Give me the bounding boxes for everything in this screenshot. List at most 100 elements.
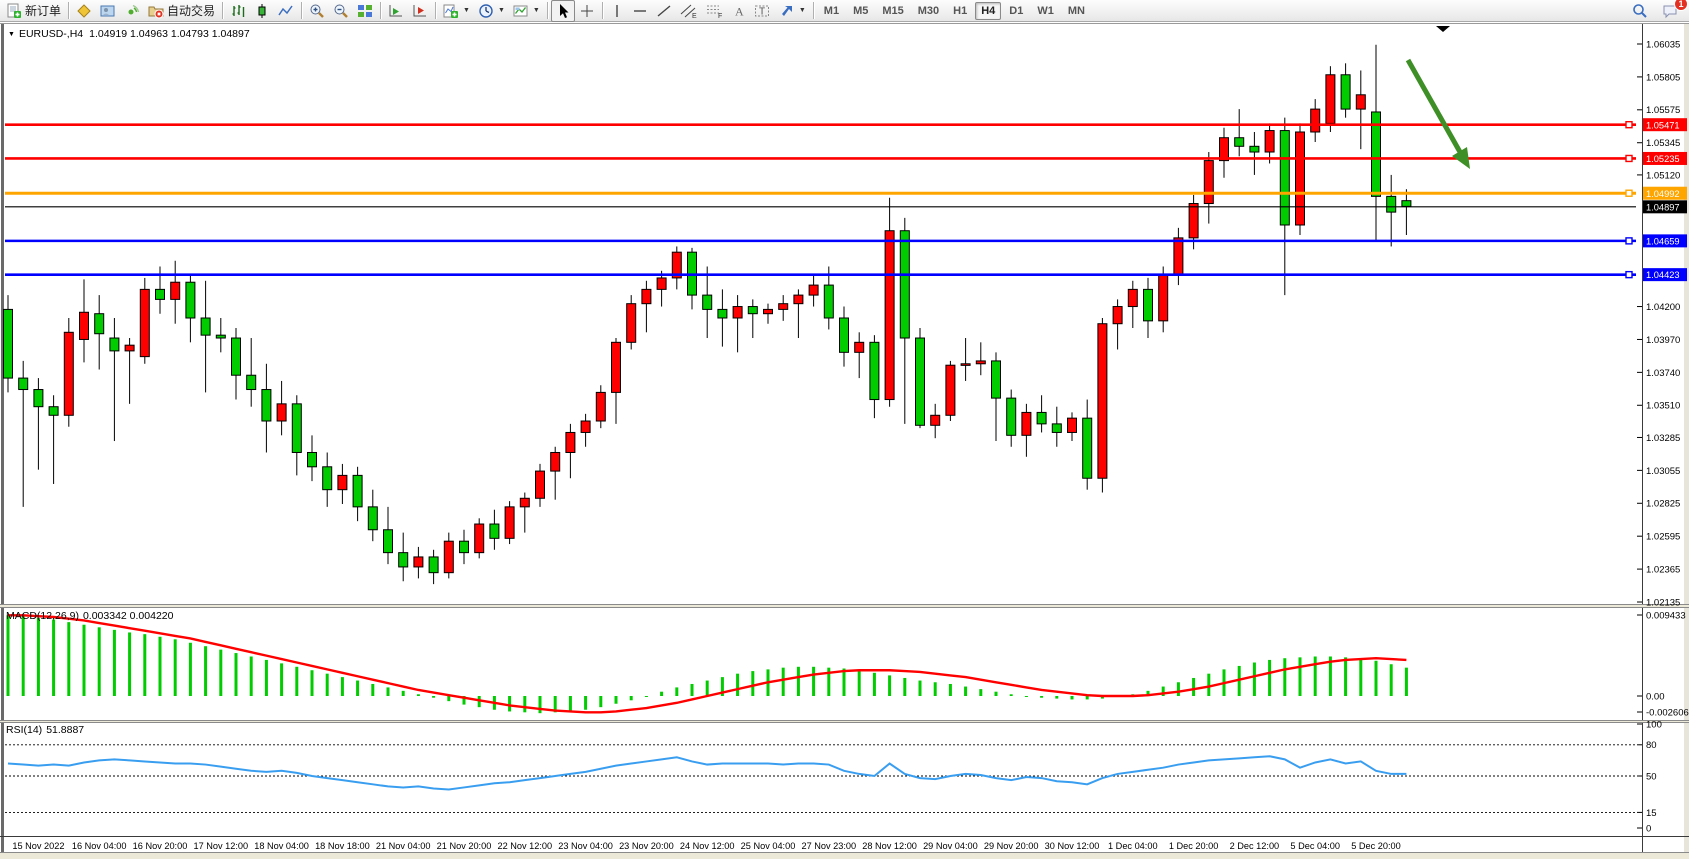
svg-text:1.05345: 1.05345 — [1646, 138, 1680, 149]
macd-pane[interactable]: 0.009433 0.00 -0.002606 — [6, 610, 1689, 718]
templates-icon — [513, 5, 528, 16]
new-order-button[interactable]: 新订单 — [2, 0, 65, 22]
rsi-pane[interactable]: 100 80 50 15 0 — [5, 719, 1662, 834]
timeframe-mn-button[interactable]: MN — [1067, 4, 1085, 17]
trend-arrow-annotation[interactable] — [1405, 58, 1470, 169]
zoom-in-button[interactable] — [305, 0, 329, 22]
main-chart-canvas[interactable] — [3, 44, 1412, 585]
price-line-label — [1643, 234, 1687, 248]
notifications-button[interactable]: 1 — [1658, 0, 1688, 22]
market-watch-button[interactable] — [72, 0, 96, 22]
vertical-line-button[interactable] — [606, 0, 628, 22]
chart-shift-marker — [1436, 26, 1450, 32]
candlestick-button[interactable] — [250, 0, 274, 22]
svg-text:1.02595: 1.02595 — [1646, 532, 1680, 543]
svg-text:28 Nov 12:00: 28 Nov 12:00 — [862, 841, 917, 851]
chart-area[interactable]: 1.06035 1.05805 1.05575 1.05345 1.05120 1.042… — [0, 23, 1689, 859]
new-order-icon — [7, 3, 21, 18]
price-line-label — [1643, 118, 1687, 132]
timeframe-m15-button[interactable]: M15 — [882, 4, 904, 17]
svg-text:1.02825: 1.02825 — [1646, 499, 1680, 510]
dropdown-caret-icon: ▼ — [497, 7, 505, 14]
text-icon: A — [735, 4, 744, 18]
toolbar-separator — [601, 2, 603, 19]
search-icon — [1633, 3, 1647, 18]
tile-windows-button[interactable] — [353, 0, 377, 22]
toolbar-separator — [68, 2, 70, 19]
svg-text:0.009433: 0.009433 — [1646, 610, 1686, 621]
timeframe-w1-button[interactable]: W1 — [1037, 4, 1054, 17]
data-window-button[interactable] — [96, 0, 120, 22]
new-order-label: 新订单 — [25, 4, 62, 18]
svg-text:15: 15 — [1646, 808, 1657, 819]
bar-chart-icon — [232, 4, 245, 17]
timeframe-m1-button[interactable]: M1 — [823, 4, 840, 17]
signals-button[interactable] — [120, 0, 144, 22]
svg-text:23 Nov 20:00: 23 Nov 20:00 — [619, 841, 674, 851]
data-window-icon — [100, 5, 115, 16]
price-axis[interactable]: 1.06035 1.05805 1.05575 1.05345 1.05120 1.042… — [1637, 39, 1687, 608]
svg-text:1.04659: 1.04659 — [1646, 236, 1680, 246]
time-axis[interactable]: 15 Nov 2022 16 Nov 04:00 16 Nov 20:00 17 No… — [12, 841, 1400, 851]
auto-trading-button[interactable]: 自动交易 — [144, 0, 219, 22]
svg-text:1.04423: 1.04423 — [1646, 270, 1680, 280]
auto-trading-label: 自动交易 — [167, 4, 216, 18]
zoom-out-button[interactable] — [329, 0, 353, 22]
equidistant-channel-button[interactable]: E — [676, 0, 702, 22]
arrows-tool-button[interactable]: ▼ — [775, 0, 810, 22]
templates-button[interactable]: ▼ — [509, 0, 544, 22]
cursor-button[interactable] — [550, 0, 575, 22]
macd-signal-line — [8, 614, 1407, 714]
fibonacci-button[interactable]: F — [702, 0, 728, 22]
price-line-label — [1643, 200, 1687, 214]
svg-text:18 Nov 18:00: 18 Nov 18:00 — [315, 841, 370, 851]
timeframe-h4-button[interactable]: H4 — [975, 1, 1002, 20]
trendline-button[interactable] — [652, 0, 676, 22]
bar-chart-button[interactable] — [226, 0, 250, 22]
svg-text:1.05120: 1.05120 — [1646, 170, 1680, 181]
auto-scroll-icon — [389, 4, 403, 16]
toolbar-separator — [546, 2, 548, 19]
horizontal-line-button[interactable] — [628, 0, 652, 22]
timeframe-d1-button[interactable]: D1 — [1009, 4, 1024, 17]
svg-text:1.03285: 1.03285 — [1646, 433, 1680, 444]
svg-text:16 Nov 20:00: 16 Nov 20:00 — [133, 841, 188, 851]
svg-text:21 Nov 20:00: 21 Nov 20:00 — [437, 841, 492, 851]
line-handle — [1625, 237, 1633, 245]
line-chart-icon — [278, 5, 293, 15]
one-click-trading-toggle-icon[interactable]: ▼ — [8, 31, 15, 38]
dropdown-caret-icon: ▼ — [463, 7, 470, 14]
svg-text:17 Nov 12:00: 17 Nov 12:00 — [193, 841, 248, 851]
indicators-button[interactable]: ▼ — [439, 0, 474, 22]
trendline-icon — [657, 4, 671, 17]
svg-text:1.03740: 1.03740 — [1646, 368, 1680, 379]
timeframe-m30-button[interactable]: M30 — [917, 4, 940, 17]
rsi-indicator-name: RSI(14) — [6, 724, 43, 736]
periods-button[interactable]: ▼ — [474, 0, 509, 22]
auto-scroll-button[interactable] — [384, 0, 408, 22]
svg-text:29 Nov 04:00: 29 Nov 04:00 — [923, 841, 978, 851]
svg-text:A: A — [735, 4, 744, 18]
text-label-button[interactable]: T — [750, 0, 775, 22]
chart-shift-icon — [413, 4, 427, 16]
macd-indicator-values: 0.003342 0.004220 — [82, 610, 174, 622]
toolbar-separator — [812, 2, 814, 19]
svg-text:15 Nov 2022: 15 Nov 2022 — [12, 841, 64, 851]
crosshair-button[interactable] — [575, 0, 599, 22]
chart-canvas[interactable]: 1.06035 1.05805 1.05575 1.05345 1.05120 1.042… — [0, 23, 1689, 859]
market-watch-icon — [77, 3, 91, 18]
horizontal-line-objects[interactable] — [5, 120, 1636, 279]
timeframe-h1-button[interactable]: H1 — [953, 4, 968, 17]
search-button[interactable] — [1628, 0, 1652, 22]
svg-text:24 Nov 12:00: 24 Nov 12:00 — [680, 841, 735, 851]
line-chart-button[interactable] — [274, 0, 298, 22]
line-handle — [1625, 189, 1633, 197]
text-button[interactable]: A — [728, 0, 750, 22]
svg-text:1.05575: 1.05575 — [1646, 105, 1680, 116]
chart-header: ▼ EURUSD-,H4 1.04919 1.04963 1.04793 1.048… — [8, 28, 250, 40]
timeframe-m5-button[interactable]: M5 — [853, 4, 869, 17]
chart-shift-button[interactable] — [408, 0, 432, 22]
svg-text:1.05471: 1.05471 — [1646, 120, 1680, 130]
svg-text:1.05235: 1.05235 — [1646, 154, 1680, 164]
